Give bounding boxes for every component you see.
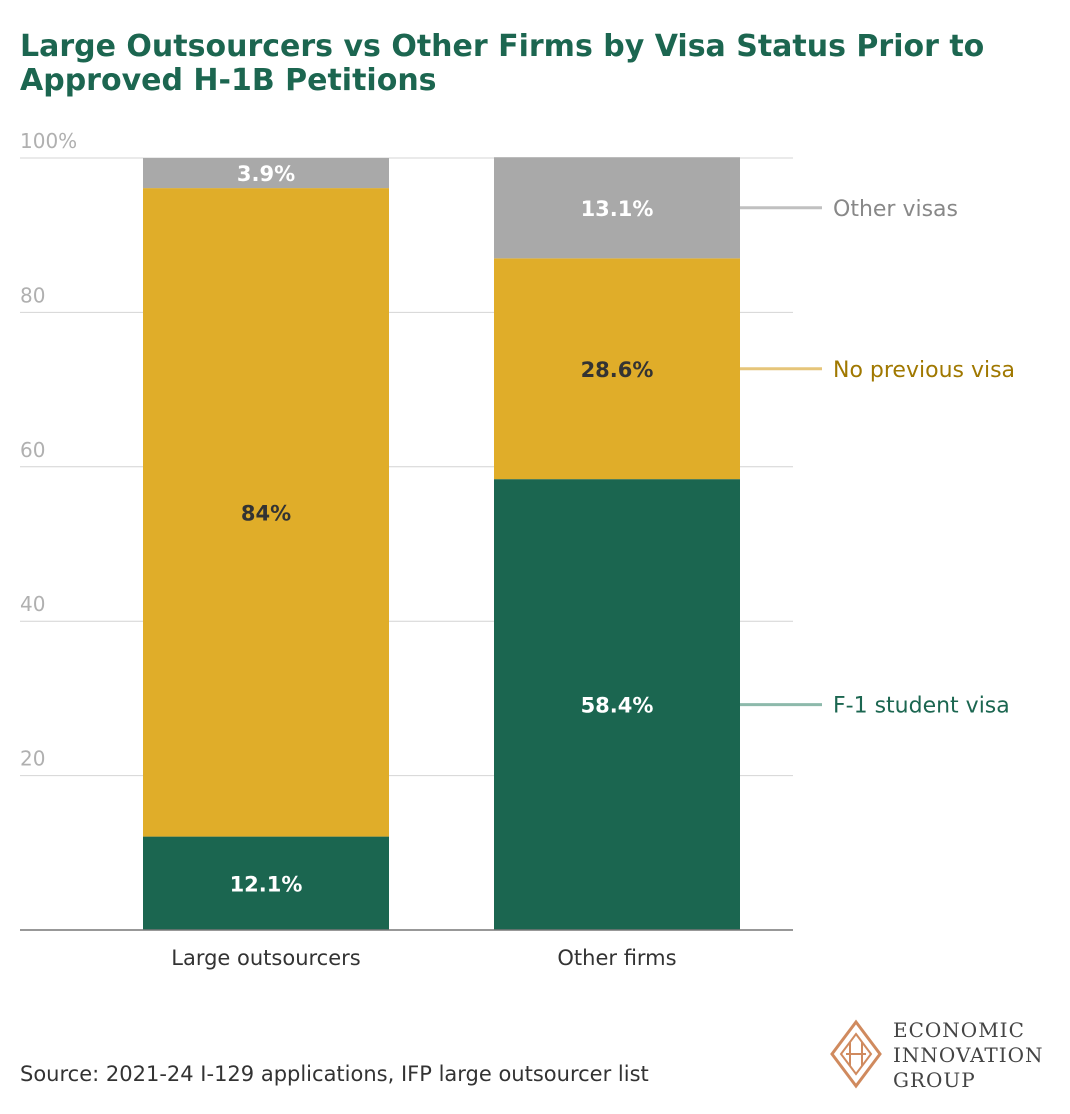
bar-segment-1-2 <box>494 157 740 259</box>
source-note: Source: 2021-24 I-129 applications, IFP … <box>20 1062 649 1086</box>
logo-line-3: GROUP <box>893 1068 976 1092</box>
bar-segment-1-0 <box>494 479 740 930</box>
bar-segment-0-0 <box>143 836 389 930</box>
y-tick-label-40: 40 <box>20 592 45 616</box>
data-label-0-2: 3.9% <box>237 162 295 186</box>
logo-line-1: ECONOMIC <box>893 1018 1025 1042</box>
legend-label-0: F-1 student visa <box>833 694 1010 719</box>
data-label-1-1: 28.6% <box>581 358 654 382</box>
bar-segment-0-1 <box>143 188 389 837</box>
data-label-1-2: 13.1% <box>581 197 654 221</box>
x-category-label-1: Other firms <box>557 946 676 970</box>
logo-line-2: INNOVATION <box>893 1043 1044 1067</box>
chart-title: Large Outsourcers vs Other Firms by Visa… <box>20 29 985 98</box>
x-category-label-0: Large outsourcers <box>171 946 360 970</box>
bar-segment-0-2 <box>143 158 389 189</box>
eig-diamond-icon <box>830 1019 882 1089</box>
data-label-0-1: 84% <box>241 501 291 525</box>
legend-label-2: Other visas <box>833 197 958 222</box>
data-label-0-0: 12.1% <box>230 872 303 896</box>
data-label-1-0: 58.4% <box>581 694 654 718</box>
y-tick-label-60: 60 <box>20 438 45 462</box>
y-tick-label-80: 80 <box>20 283 45 307</box>
legend-label-1: No previous visa <box>833 358 1015 383</box>
y-tick-label-20: 20 <box>20 747 45 771</box>
y-tick-label-100: 100% <box>20 129 77 153</box>
eig-logo: ECONOMIC INNOVATION GROUP <box>828 1018 1068 1098</box>
bar-segment-1-1 <box>494 258 740 480</box>
